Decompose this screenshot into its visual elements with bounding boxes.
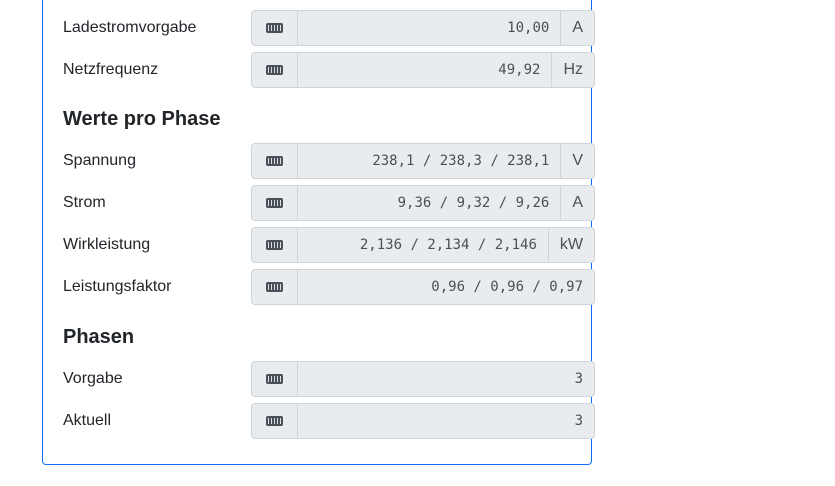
section-heading: Phasen — [63, 326, 135, 348]
field-label: Wirkleistung — [63, 236, 151, 253]
input-group[interactable]: 9,36 / 9,32 / 9,26 A — [251, 185, 595, 221]
field-value: 9,36 / 9,32 / 9,26 — [397, 195, 550, 211]
unit-label: A — [560, 186, 594, 220]
field-row: Ladestromvorgabe 10,00 A — [63, 10, 595, 47]
card: Ladestromvorgabe 10,00 A Netzfrequenz 49,92 H… — [42, 0, 595, 465]
keyboard-icon[interactable] — [252, 404, 298, 438]
input-group[interactable]: 3 — [251, 403, 595, 439]
input-group[interactable]: 10,00 A — [251, 10, 595, 46]
field-row: Vorgabe 3 — [63, 361, 595, 398]
unit-label: V — [560, 144, 594, 178]
keyboard-icon[interactable] — [252, 53, 298, 87]
field-label: Aktuell — [63, 412, 112, 429]
field-value: 3 — [574, 371, 583, 387]
field-label: Netzfrequenz — [63, 61, 159, 78]
keyboard-icon[interactable] — [252, 11, 298, 45]
input-group[interactable]: 49,92 Hz — [251, 52, 595, 88]
field-label: Spannung — [63, 152, 136, 169]
input-group[interactable]: 3 — [251, 361, 595, 397]
field-row: Netzfrequenz 49,92 Hz — [63, 52, 595, 89]
unit-label: kW — [547, 228, 594, 262]
field-label: Ladestromvorgabe — [63, 19, 197, 36]
field-label: Vorgabe — [63, 370, 123, 387]
field-label: Strom — [63, 194, 106, 211]
field-row: Spannung 238,1 / 238,3 / 238,1 V — [63, 143, 595, 180]
field-row: Aktuell 3 — [63, 403, 595, 440]
keyboard-icon[interactable] — [252, 144, 298, 178]
field-row: Strom 9,36 / 9,32 / 9,26 A — [63, 185, 595, 222]
field-row: Leistungsfaktor 0,96 / 0,96 / 0,97 — [63, 269, 595, 306]
field-value: 2,136 / 2,134 / 2,146 — [359, 237, 537, 253]
keyboard-icon[interactable] — [252, 270, 298, 304]
keyboard-icon[interactable] — [252, 186, 298, 220]
field-value: 49,92 — [498, 62, 541, 78]
field-value: 10,00 — [507, 20, 550, 36]
input-group[interactable]: 238,1 / 238,3 / 238,1 V — [251, 143, 595, 179]
unit-label: A — [560, 11, 594, 45]
input-group[interactable]: 2,136 / 2,134 / 2,146 kW — [251, 227, 595, 263]
unit-label: Hz — [551, 53, 594, 87]
keyboard-icon[interactable] — [252, 228, 298, 262]
partial-row — [63, 0, 576, 1]
keyboard-icon[interactable] — [252, 362, 298, 396]
input-group[interactable]: 0,96 / 0,96 / 0,97 — [251, 269, 595, 305]
field-value: 238,1 / 238,3 / 238,1 — [372, 153, 550, 169]
field-row: Wirkleistung 2,136 / 2,134 / 2,146 kW — [63, 227, 595, 264]
field-label: Leistungsfaktor — [63, 278, 172, 295]
field-value: 0,96 / 0,96 / 0,97 — [431, 279, 583, 295]
section-heading: Werte pro Phase — [63, 108, 221, 130]
field-value: 3 — [574, 413, 583, 429]
